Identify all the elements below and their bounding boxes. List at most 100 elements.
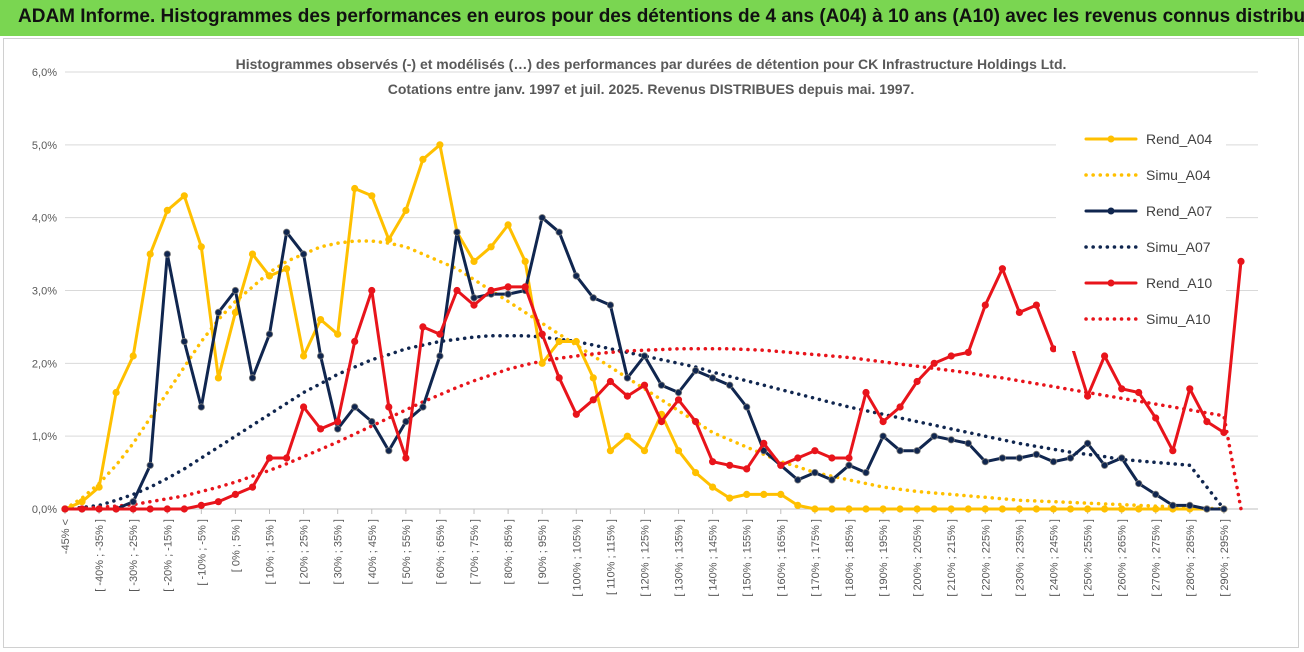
data-point-rend_a10 [436, 330, 444, 338]
data-point-rend_a10 [504, 283, 512, 291]
x-tick-label: [ 90% ; 95% ] [537, 519, 549, 584]
data-point-rend_a07 [316, 352, 325, 360]
data-point-rend_a04 [845, 505, 853, 513]
data-point-rend_a10 [691, 417, 700, 426]
data-point-rend_a10 [521, 283, 529, 291]
data-point-rend_a10 [197, 501, 205, 509]
legend: Rend_A04 Simu_A04 Rend_A07 Simu_A07 Rend_A10… [1056, 121, 1226, 351]
data-point-rend_a07 [913, 447, 921, 455]
data-point-rend_a04 [1084, 505, 1092, 513]
data-point-rend_a04 [640, 447, 649, 455]
gridlines [65, 71, 1258, 510]
data-point-rend_a10 [163, 505, 171, 513]
data-point-rend_a07 [1186, 501, 1194, 509]
data-point-rend_a07 [743, 403, 751, 411]
data-point-rend_a04 [572, 337, 580, 346]
data-point-rend_a07 [794, 476, 802, 484]
data-point-rend_a07 [453, 228, 461, 236]
legend-marker-rend_a07 [1107, 207, 1115, 215]
data-point-rend_a04 [436, 141, 444, 149]
data-point-rend_a07 [623, 374, 632, 382]
legend-marker-rend_a04 [1107, 135, 1115, 143]
data-point-rend_a10 [180, 505, 188, 513]
data-point-rend_a10 [1015, 308, 1024, 316]
y-tick-label: 2,0% [32, 358, 57, 370]
data-point-rend_a07 [197, 403, 205, 411]
data-point-rend_a04 [538, 359, 546, 367]
x-tick-label: [ -30% ; -25% ] [128, 519, 140, 592]
legend-label-rend_a10: Rend_A10 [1146, 275, 1212, 291]
data-point-rend_a07 [1220, 505, 1228, 513]
data-point-rend_a04 [112, 388, 120, 397]
x-tick-label: [ 80% ; 85% ] [503, 519, 515, 584]
data-point-rend_a10 [930, 359, 938, 367]
data-point-rend_a07 [385, 447, 393, 455]
data-point-rend_a07 [964, 439, 972, 447]
x-tick-label: [ 290% ; 295% ] [1219, 519, 1231, 597]
x-tick-label: [ 180% ; 185% ] [844, 519, 856, 597]
data-point-rend_a10 [453, 286, 461, 295]
data-point-rend_a04 [623, 432, 632, 440]
data-point-rend_a04 [674, 447, 683, 455]
x-tick-label: [ 170% ; 175% ] [810, 519, 822, 597]
x-tick-label: [ 210% ; 215% ] [946, 519, 958, 597]
data-point-rend_a10 [674, 396, 683, 404]
data-point-rend_a10 [146, 505, 154, 513]
data-point-rend_a04 [743, 490, 751, 498]
y-tick-label: 0,0% [32, 504, 57, 516]
data-point-rend_a04 [385, 235, 393, 244]
x-tick-label: [ 70% ; 75% ] [469, 519, 481, 584]
data-point-rend_a10 [589, 396, 597, 404]
data-point-rend_a04 [708, 483, 717, 491]
axes: 0,0% 1,0% 2,0% 3,0% 4,0% 5,0% 6,0% -45% < [ -40%… [32, 67, 1258, 597]
x-tick-label: [ -40% ; -35% ] [94, 519, 106, 592]
y-tick-label: 3,0% [32, 286, 57, 298]
data-point-rend_a04 [504, 221, 512, 229]
data-point-rend_a07 [129, 498, 137, 506]
data-point-rend_a04 [402, 206, 410, 214]
data-point-rend_a07 [1169, 501, 1177, 509]
data-point-rend_a04 [1066, 505, 1075, 513]
data-point-rend_a10 [981, 301, 989, 309]
data-point-rend_a10 [811, 447, 819, 455]
data-point-rend_a10 [214, 498, 222, 506]
data-point-rend_a07 [879, 432, 887, 440]
data-point-rend_a07 [1118, 454, 1126, 462]
data-point-rend_a04 [726, 494, 734, 502]
data-point-rend_a10 [1237, 257, 1245, 265]
data-point-rend_a07 [299, 250, 308, 258]
data-point-rend_a07 [845, 461, 853, 469]
data-point-rend_a04 [760, 490, 768, 498]
data-point-rend_a10 [419, 323, 427, 331]
data-point-rend_a04 [1032, 505, 1041, 513]
data-point-rend_a07 [947, 436, 955, 444]
data-point-rend_a07 [811, 468, 819, 477]
data-point-rend_a10 [1084, 392, 1092, 400]
data-point-rend_a07 [1203, 505, 1211, 513]
report-title: ADAM Informe. Histogrammes des performan… [18, 6, 1304, 27]
data-point-rend_a07 [589, 294, 597, 302]
data-point-rend_a07 [231, 286, 239, 295]
data-point-rend_a04 [351, 184, 359, 193]
chart-title: Histogrammes observés (-) et modélisés (… [236, 56, 1067, 72]
data-point-rend_a10 [402, 454, 410, 462]
y-tick-label: 5,0% [32, 140, 57, 152]
data-point-rend_a10 [998, 265, 1007, 273]
x-tick-label: [ 220% ; 225% ] [980, 519, 992, 597]
data-point-rend_a10 [777, 461, 785, 469]
report-banner: ADAM Informe. Histogrammes des performan… [0, 0, 1304, 36]
data-point-rend_a04 [913, 505, 921, 513]
data-point-rend_a10 [1101, 352, 1109, 360]
performance-histogram-chart: 0,0% 1,0% 2,0% 3,0% 4,0% 5,0% 6,0% -45% < [ -40%… [32, 56, 1258, 597]
x-tick-label: [ 20% ; 25% ] [299, 519, 311, 584]
data-point-rend_a04 [794, 501, 802, 509]
chart-frame: 0,0% 1,0% 2,0% 3,0% 4,0% 5,0% 6,0% -45% < [ -40%… [3, 38, 1299, 648]
data-point-rend_a10 [640, 381, 649, 389]
x-tick-label: [ -10% ; -5% ] [196, 519, 208, 586]
data-point-rend_a10 [913, 377, 921, 386]
data-point-rend_a04 [129, 352, 137, 360]
data-point-rend_a04 [334, 330, 342, 338]
legend-marker-rend_a10 [1107, 279, 1115, 287]
x-tick-label: [ 260% ; 265% ] [1117, 519, 1129, 597]
data-point-rend_a07 [572, 272, 580, 280]
